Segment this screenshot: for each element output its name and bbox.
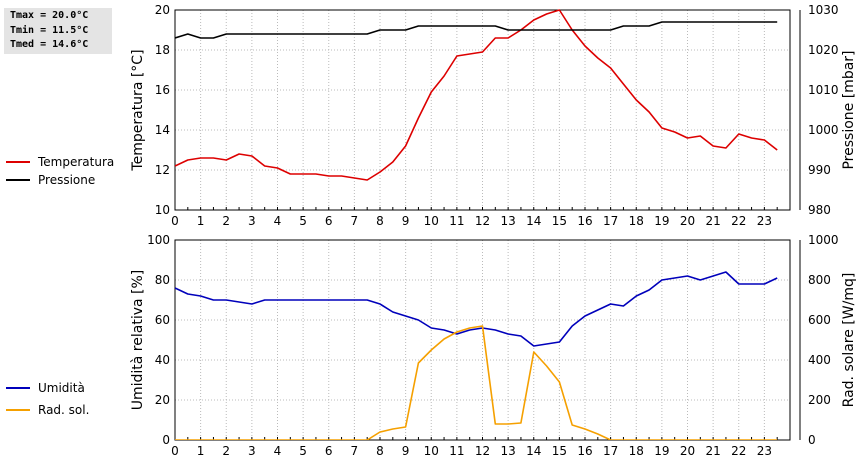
tmed-stat: Tmed = 14.6°C bbox=[10, 39, 89, 50]
y-tick-label: 12 bbox=[155, 163, 170, 177]
x-tick-label: 15 bbox=[552, 214, 567, 228]
x-tick-label: 2 bbox=[222, 214, 230, 228]
y-tick-label: 10 bbox=[155, 203, 170, 217]
x-tick-label: 14 bbox=[526, 214, 541, 228]
x-tick-label: 18 bbox=[629, 444, 644, 458]
x-tick-label: 23 bbox=[757, 214, 772, 228]
y2-tick-label: 980 bbox=[808, 203, 831, 217]
x-tick-label: 3 bbox=[248, 214, 256, 228]
x-tick-label: 9 bbox=[402, 444, 410, 458]
y2-tick-label: 0 bbox=[808, 433, 816, 447]
y-tick-label: 16 bbox=[155, 83, 170, 97]
y2-axis-label: Rad. solare [W/mq] bbox=[841, 273, 857, 408]
y2-tick-label: 990 bbox=[808, 163, 831, 177]
y-tick-label: 0 bbox=[162, 433, 170, 447]
y-tick-label: 14 bbox=[155, 123, 170, 137]
x-tick-label: 1 bbox=[197, 214, 205, 228]
y2-tick-label: 200 bbox=[808, 393, 831, 407]
x-tick-label: 0 bbox=[171, 444, 179, 458]
x-tick-label: 17 bbox=[603, 444, 618, 458]
x-tick-label: 7 bbox=[351, 444, 359, 458]
y-tick-label: 20 bbox=[155, 393, 170, 407]
x-tick-label: 0 bbox=[171, 214, 179, 228]
x-tick-label: 21 bbox=[705, 444, 720, 458]
x-tick-label: 23 bbox=[757, 444, 772, 458]
x-tick-label: 19 bbox=[654, 444, 669, 458]
y-tick-label: 60 bbox=[155, 313, 170, 327]
series-line-umidit bbox=[175, 271, 778, 347]
y2-axis-label: Pressione [mbar] bbox=[841, 50, 857, 169]
y2-tick-label: 600 bbox=[808, 313, 831, 327]
x-tick-label: 11 bbox=[449, 444, 464, 458]
x-tick-label: 13 bbox=[500, 214, 515, 228]
plot-frame bbox=[174, 9, 791, 211]
x-tick-label: 7 bbox=[351, 214, 359, 228]
x-tick-label: 9 bbox=[402, 214, 410, 228]
x-tick-label: 20 bbox=[680, 214, 695, 228]
y-tick-label: 20 bbox=[155, 3, 170, 17]
y-tick-label: 80 bbox=[155, 273, 170, 287]
x-tick-label: 16 bbox=[577, 444, 592, 458]
x-tick-label: 20 bbox=[680, 444, 695, 458]
legend-label: Umidità bbox=[38, 381, 85, 395]
y2-tick-label: 400 bbox=[808, 353, 831, 367]
x-tick-label: 14 bbox=[526, 444, 541, 458]
y-axis-label: Temperatura [°C] bbox=[130, 49, 146, 171]
humidity-radiation-chart: 0 1 2 3 4 5 6 7 8 9 10 11 12 13 14 15 16 17 18 19 20 21 22 2302… bbox=[6, 233, 857, 458]
tmax-stat: Tmax = 20.0°C bbox=[10, 10, 89, 21]
x-tick-label: 19 bbox=[654, 214, 669, 228]
x-tick-label: 22 bbox=[731, 444, 746, 458]
x-tick-label: 10 bbox=[424, 214, 439, 228]
x-tick-label: 4 bbox=[274, 214, 282, 228]
x-tick-label: 5 bbox=[299, 444, 307, 458]
x-tick-label: 4 bbox=[274, 444, 282, 458]
y2-tick-label: 1030 bbox=[808, 3, 839, 17]
x-tick-label: 22 bbox=[731, 214, 746, 228]
x-tick-label: 15 bbox=[552, 444, 567, 458]
x-tick-label: 13 bbox=[500, 444, 515, 458]
tmin-stat: Tmin = 11.5°C bbox=[10, 24, 89, 36]
y2-tick-label: 800 bbox=[808, 273, 831, 287]
x-tick-label: 12 bbox=[475, 214, 490, 228]
y-tick-label: 18 bbox=[155, 43, 170, 57]
x-tick-label: 2 bbox=[222, 444, 230, 458]
x-tick-label: 21 bbox=[705, 214, 720, 228]
x-tick-label: 10 bbox=[424, 444, 439, 458]
x-tick-label: 5 bbox=[299, 214, 307, 228]
y2-tick-label: 1010 bbox=[808, 83, 839, 97]
legend-label: Pressione bbox=[38, 173, 95, 187]
x-tick-label: 3 bbox=[248, 444, 256, 458]
y-tick-label: 100 bbox=[147, 233, 170, 247]
y-axis-label: Umidità relativa [%] bbox=[130, 270, 146, 411]
x-tick-label: 6 bbox=[325, 214, 333, 228]
series-line-temperatura bbox=[175, 9, 778, 181]
y2-tick-label: 1000 bbox=[808, 233, 839, 247]
legend-label: Rad. sol. bbox=[38, 403, 89, 417]
x-tick-label: 12 bbox=[475, 444, 490, 458]
x-tick-label: 18 bbox=[629, 214, 644, 228]
y2-tick-label: 1000 bbox=[808, 123, 839, 137]
x-tick-label: 1 bbox=[197, 444, 205, 458]
plot-frame bbox=[174, 239, 791, 441]
x-tick-label: 8 bbox=[376, 444, 384, 458]
x-tick-label: 8 bbox=[376, 214, 384, 228]
x-tick-label: 17 bbox=[603, 214, 618, 228]
x-tick-label: 6 bbox=[325, 444, 333, 458]
y2-tick-label: 1020 bbox=[808, 43, 839, 57]
series-line-rad-sol bbox=[175, 325, 778, 440]
y-tick-label: 40 bbox=[155, 353, 170, 367]
x-tick-label: 16 bbox=[577, 214, 592, 228]
temperature-pressure-chart: 0 1 2 3 4 5 6 7 8 9 10 11 12 13 14 15 16 17 18 19 20 21 22 2310… bbox=[6, 3, 857, 228]
series-line-pressione bbox=[175, 21, 778, 39]
statistics-box: Tmax = 20.0°C Tmin = 11.5°C Tmed = 14.6°… bbox=[4, 8, 112, 54]
legend-label: Temperatura bbox=[37, 155, 114, 169]
x-tick-label: 11 bbox=[449, 214, 464, 228]
